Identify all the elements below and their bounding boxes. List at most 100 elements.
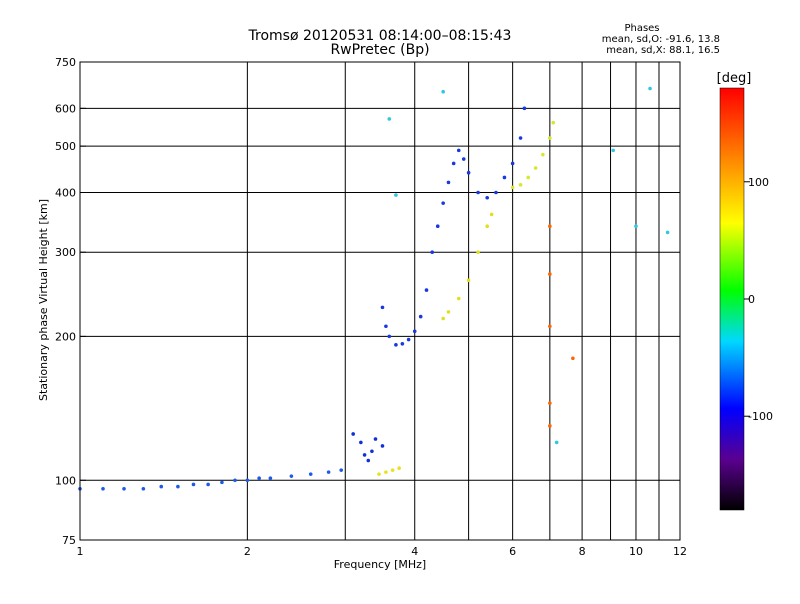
data-point xyxy=(466,170,471,175)
data-point xyxy=(206,482,210,487)
data-point xyxy=(510,161,515,166)
colorbar-tick-label: 100 xyxy=(748,176,769,189)
data-point xyxy=(394,343,398,347)
data-point xyxy=(571,356,575,361)
data-point xyxy=(502,175,507,180)
data-point xyxy=(489,212,494,217)
series-6 xyxy=(548,224,575,428)
data-point xyxy=(548,401,552,405)
data-point xyxy=(634,224,638,229)
colorbar-tick-label: -100 xyxy=(748,410,773,423)
data-point xyxy=(308,472,313,476)
data-point xyxy=(245,478,250,483)
data-point xyxy=(373,437,378,441)
data-point xyxy=(518,183,523,187)
x-axis-label: Frequency [MHz] xyxy=(334,558,426,571)
colorbar-label: [deg] xyxy=(717,71,752,86)
colorbar-tick-label: 0 xyxy=(748,293,755,306)
data-point xyxy=(518,136,523,140)
x-tick-label: 6 xyxy=(509,545,516,558)
y-tick-label: 400 xyxy=(55,186,76,199)
data-point xyxy=(387,334,392,339)
data-point xyxy=(456,296,461,301)
data-point xyxy=(441,89,445,94)
data-point xyxy=(548,272,552,276)
data-point xyxy=(494,190,498,195)
y-tick-label: 750 xyxy=(55,56,76,69)
chart-subtitle: RwPretec (Bp) xyxy=(330,42,429,58)
data-point xyxy=(541,152,545,157)
data-point xyxy=(446,180,451,185)
data-point xyxy=(122,486,126,491)
x-tick-label: 1 xyxy=(77,545,84,558)
stats-line-o: mean, sd,O: -91.6, 13.8 xyxy=(602,34,720,45)
data-point xyxy=(268,476,273,481)
data-point xyxy=(466,278,471,283)
data-point xyxy=(485,195,489,200)
data-point xyxy=(441,316,445,321)
colorbar xyxy=(719,87,745,511)
data-point xyxy=(548,224,552,229)
data-point xyxy=(451,161,456,166)
data-point xyxy=(220,480,224,485)
data-point xyxy=(326,470,331,474)
data-point xyxy=(362,453,367,457)
x-tick-label: 2 xyxy=(244,545,251,558)
data-point xyxy=(191,482,196,487)
chart-title: Tromsø 20120531 08:14:00–08:15:43 xyxy=(248,28,512,44)
data-point xyxy=(339,468,344,472)
data-point xyxy=(551,120,556,125)
data-point xyxy=(418,314,423,319)
y-tick-label: 500 xyxy=(55,140,76,153)
data-point xyxy=(159,484,164,489)
data-point xyxy=(424,288,429,292)
data-point xyxy=(380,305,385,310)
data-point xyxy=(548,136,552,140)
y-tick-label: 100 xyxy=(55,474,76,487)
stats-line-x: mean, sd,X: 88.1, 16.5 xyxy=(606,45,720,56)
series-7 xyxy=(387,86,670,445)
series-3 xyxy=(380,106,527,347)
series-1 xyxy=(351,432,385,463)
data-point xyxy=(461,157,466,161)
data-point xyxy=(380,444,385,448)
data-point xyxy=(435,224,440,229)
y-tick-label: 200 xyxy=(55,330,76,343)
data-point xyxy=(233,478,237,483)
data-point xyxy=(430,250,434,255)
data-point xyxy=(387,117,392,121)
data-point xyxy=(476,250,480,255)
data-point xyxy=(359,440,363,445)
data-point xyxy=(548,324,552,329)
series-0 xyxy=(78,468,344,491)
data-point xyxy=(522,106,527,111)
data-point xyxy=(648,86,652,91)
grid-lines xyxy=(80,62,680,540)
data-point xyxy=(289,474,294,478)
data-point xyxy=(176,484,180,489)
x-tick-label: 4 xyxy=(411,545,418,558)
data-point xyxy=(412,329,417,334)
colorbar-ticks: 100 0 -100 xyxy=(744,176,773,423)
plot-frame xyxy=(79,61,681,541)
data-point xyxy=(441,201,445,205)
y-tick-label: 75 xyxy=(62,534,76,547)
data-point xyxy=(611,148,616,153)
data-point xyxy=(456,148,461,153)
data-point xyxy=(257,476,261,481)
data-point xyxy=(366,458,371,463)
data-point xyxy=(665,230,670,235)
data-point xyxy=(400,341,405,346)
data-point xyxy=(351,432,355,436)
data-point xyxy=(101,486,105,491)
data-points xyxy=(78,86,670,491)
data-point xyxy=(548,424,552,428)
data-point xyxy=(446,310,451,314)
x-tick-label: 12 xyxy=(673,545,687,558)
data-point xyxy=(141,486,146,491)
x-tick-label: 10 xyxy=(629,545,643,558)
